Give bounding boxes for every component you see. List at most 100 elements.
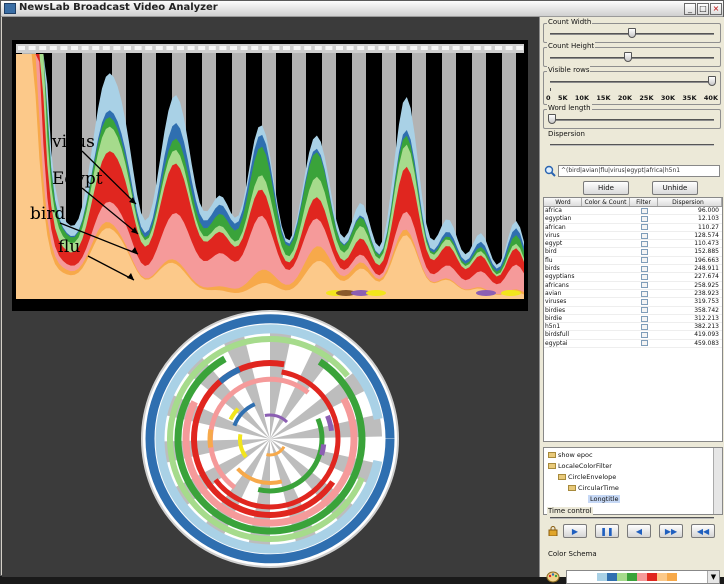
tree-node-label: Longtitle: [590, 495, 619, 503]
filter-checkbox[interactable]: [640, 290, 648, 297]
step-back-button[interactable]: ◀: [627, 524, 651, 538]
ring-highlight[interactable]: [228, 407, 240, 421]
col-dispersion[interactable]: Dispersion: [658, 198, 722, 206]
ring-arc[interactable]: [167, 335, 365, 542]
stream-graph[interactable]: virus Egypt bird flu: [12, 40, 528, 311]
table-row[interactable]: egyptian 12.103: [544, 215, 722, 224]
table-row[interactable]: egypt 110.473: [544, 240, 722, 249]
table-row[interactable]: h5n1 382.213: [544, 323, 722, 332]
stream-layer[interactable]: [16, 54, 524, 299]
tree-scrollbar[interactable]: [713, 448, 722, 514]
time-tick-label: [293, 46, 301, 50]
ring-arc[interactable]: [264, 413, 289, 424]
col-filter[interactable]: Filter: [630, 198, 658, 206]
filter-checkbox[interactable]: [640, 340, 648, 347]
ring-arc[interactable]: [145, 314, 395, 564]
filter-checkbox[interactable]: [640, 274, 648, 281]
ring-arc[interactable]: [207, 376, 310, 490]
filter-checkbox[interactable]: [640, 215, 648, 222]
ring-arc[interactable]: [213, 369, 341, 510]
filter-checkbox[interactable]: [640, 232, 648, 239]
tree-node[interactable]: CircleEnvelope: [558, 473, 616, 481]
col-word[interactable]: Word: [544, 198, 582, 206]
lock-icon[interactable]: [548, 526, 558, 536]
tree-node[interactable]: LocaleColorFilter: [548, 462, 612, 470]
color-count-cell: [582, 232, 630, 239]
filter-checkbox[interactable]: [640, 249, 648, 256]
tick-label: 40K: [703, 94, 718, 102]
filter-checkbox[interactable]: [640, 282, 648, 289]
table-row[interactable]: flu 196.663: [544, 257, 722, 266]
step-forward-button[interactable]: ▶▶: [659, 524, 683, 538]
play-button[interactable]: ▶: [563, 524, 587, 538]
dispersion-cell: 128.574: [694, 231, 719, 239]
table-row[interactable]: african 110.27: [544, 224, 722, 232]
ring-arc[interactable]: [236, 467, 283, 485]
tree-node[interactable]: CircularTime: [568, 484, 619, 492]
stream-layer[interactable]: [16, 54, 524, 299]
word-length-slider[interactable]: [548, 114, 556, 124]
rewind-button[interactable]: ◀◀: [691, 524, 715, 538]
color-count-cell: [582, 224, 630, 231]
table-row[interactable]: africa 96.000: [544, 207, 722, 216]
word-table: Word Color & Count Filter Dispersion afr…: [543, 197, 723, 442]
table-row[interactable]: egyptians 227.674: [544, 273, 722, 282]
ring-highlight[interactable]: [319, 444, 327, 456]
filter-checkbox[interactable]: [640, 315, 648, 322]
table-row[interactable]: birdies 358.742: [544, 307, 722, 315]
table-row[interactable]: birds 248.911: [544, 265, 722, 274]
filter-checkbox[interactable]: [640, 307, 648, 314]
table-row[interactable]: avian 238.923: [544, 290, 722, 299]
col-color-count[interactable]: Color & Count: [582, 198, 630, 206]
unhide-button[interactable]: Unhide: [652, 181, 698, 195]
filter-checkbox[interactable]: [640, 257, 648, 264]
ring-highlight[interactable]: [218, 366, 241, 384]
ring-arc[interactable]: [266, 445, 286, 457]
search-input[interactable]: ^(bird|avian|flu|virus|egypt|africa|h5n1: [558, 165, 720, 177]
stream-accent: [336, 290, 356, 296]
visible-rows-slider[interactable]: [708, 76, 716, 86]
hide-button[interactable]: Hide: [583, 181, 629, 195]
filter-checkbox[interactable]: [640, 224, 648, 231]
close-button[interactable]: ×: [710, 3, 722, 15]
filter-checkbox[interactable]: [640, 207, 648, 214]
table-row[interactable]: birdie 312.213: [544, 315, 722, 324]
ring-arc[interactable]: [182, 397, 358, 527]
filter-checkbox[interactable]: [640, 240, 648, 247]
count-width-slider[interactable]: [628, 28, 636, 38]
table-row[interactable]: bird 152.885: [544, 248, 722, 257]
tree-node-label: show epoc: [558, 451, 593, 459]
color-count-cell: [582, 307, 630, 314]
filter-checkbox[interactable]: [640, 332, 648, 339]
maximize-button[interactable]: □: [697, 3, 709, 15]
table-row[interactable]: africans 258.925: [544, 282, 722, 290]
pause-button[interactable]: ❚❚: [595, 524, 619, 538]
tree-node[interactable]: show epoc: [548, 451, 593, 459]
folder-icon: [568, 485, 576, 491]
ring-arc[interactable]: [232, 402, 256, 427]
arrow-head: [129, 197, 136, 204]
visible-rows-track: [550, 81, 714, 83]
tree-node-selected[interactable]: Longtitle: [588, 495, 621, 503]
count-height-slider[interactable]: [624, 52, 632, 62]
color-count-cell: [582, 315, 630, 322]
swatch: [597, 573, 607, 581]
annotation-arrow: [81, 187, 139, 235]
ring-arc[interactable]: [257, 417, 325, 494]
table-row[interactable]: birdsfull 419.093: [544, 331, 722, 340]
word-length-group: Word length: [543, 104, 721, 129]
table-row[interactable]: viruses 319.753: [544, 298, 722, 307]
circular-time-view[interactable]: [137, 273, 407, 573]
filter-checkbox[interactable]: [640, 323, 648, 330]
ring-arc[interactable]: [238, 433, 248, 459]
ring-highlight[interactable]: [325, 414, 334, 432]
filter-checkbox[interactable]: [640, 265, 648, 272]
ring-arc[interactable]: [174, 355, 366, 535]
ring-highlight[interactable]: [207, 429, 214, 448]
table-row[interactable]: egyptai 459.083: [544, 340, 722, 349]
ring-arc[interactable]: [155, 324, 383, 554]
minimize-button[interactable]: _: [684, 3, 696, 15]
filter-checkbox[interactable]: [640, 298, 648, 305]
color-schema-select[interactable]: ▼: [566, 570, 720, 584]
table-row[interactable]: virus 128.574: [544, 231, 722, 241]
